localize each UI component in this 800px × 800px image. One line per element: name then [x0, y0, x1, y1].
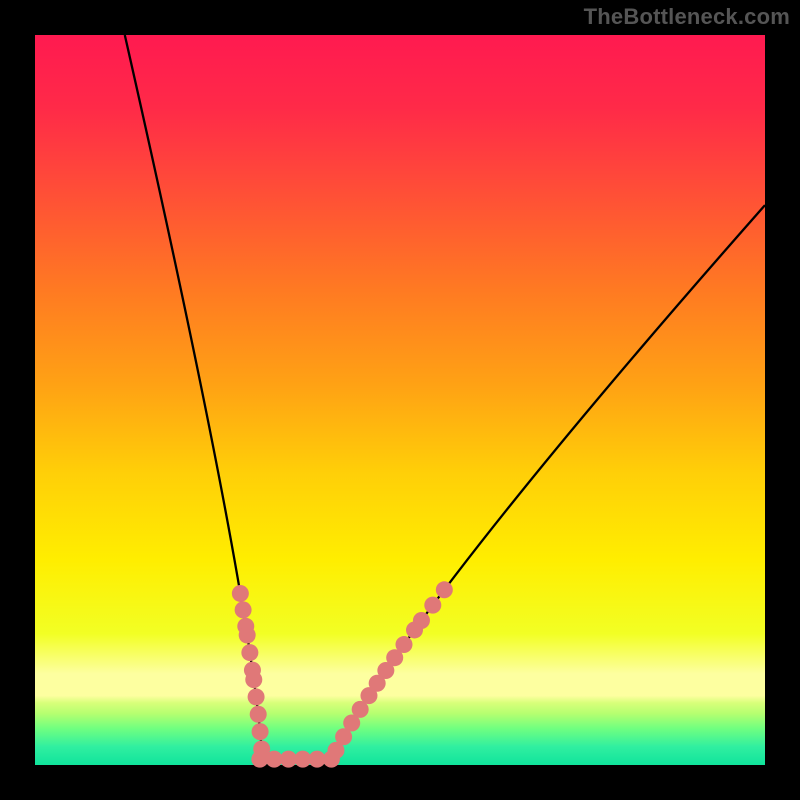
data-marker — [235, 601, 252, 618]
data-marker — [253, 740, 270, 757]
data-marker — [239, 627, 256, 644]
data-marker — [248, 688, 265, 705]
data-marker — [327, 742, 344, 759]
data-marker — [406, 621, 423, 638]
data-marker — [245, 671, 262, 688]
data-marker — [252, 723, 269, 740]
data-marker — [424, 597, 441, 614]
bottleneck-curve-plot — [0, 0, 800, 800]
data-marker — [250, 706, 267, 723]
data-marker — [436, 581, 453, 598]
watermark-text: TheBottleneck.com — [584, 4, 790, 30]
data-marker — [241, 644, 258, 661]
data-marker — [232, 585, 249, 602]
